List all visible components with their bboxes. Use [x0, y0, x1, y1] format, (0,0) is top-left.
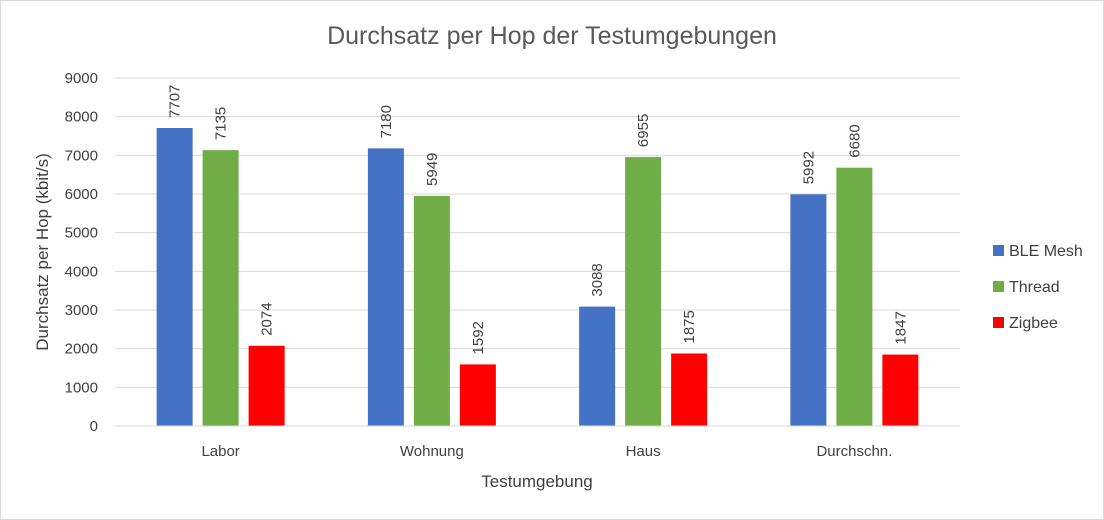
data-label: 5949 [424, 153, 441, 186]
data-label: 2074 [259, 302, 276, 335]
legend-label: BLE Mesh [1009, 243, 1083, 260]
chart-title: Durchsatz per Hop der Testumgebungen [327, 22, 777, 50]
y-tick-label: 6000 [65, 186, 98, 203]
bar [248, 345, 285, 426]
bar [671, 353, 708, 426]
x-axis-ticks: Labor Wohnung Haus Durchschn. [201, 443, 892, 460]
data-label: 1875 [681, 310, 698, 343]
legend-swatch [993, 317, 1004, 328]
bar [882, 354, 919, 426]
y-tick-label: 3000 [65, 302, 98, 319]
data-label: 7707 [167, 85, 184, 118]
y-axis-label: Durchsatz per Hop (kbit/s) [33, 153, 52, 350]
bar [459, 364, 496, 426]
bar [579, 306, 616, 426]
bar [625, 157, 662, 426]
bar [156, 127, 193, 426]
y-tick-label: 1000 [65, 379, 98, 396]
legend-swatch [993, 245, 1004, 256]
x-tick-label: Labor [201, 443, 239, 460]
data-label: 1592 [470, 321, 487, 354]
y-axis-ticks: 0 1000 2000 3000 4000 5000 6000 7000 8000 9000 [65, 70, 98, 435]
y-tick-label: 4000 [65, 263, 98, 280]
x-tick-label: Wohnung [400, 443, 464, 460]
y-tick-label: 2000 [65, 341, 98, 358]
bars [156, 127, 919, 426]
x-tick-label: Durchschn. [816, 443, 892, 460]
x-axis-label: Testumgebung [481, 472, 593, 491]
y-tick-label: 7000 [65, 147, 98, 164]
bar [836, 167, 873, 426]
y-tick-label: 5000 [65, 225, 98, 242]
data-label: 1847 [892, 311, 909, 344]
data-label: 3088 [589, 263, 606, 296]
y-tick-label: 9000 [65, 70, 98, 87]
data-label: 5992 [800, 151, 817, 184]
legend: BLE Mesh Thread Zigbee [993, 243, 1083, 332]
data-label: 6680 [846, 124, 863, 157]
y-tick-label: 0 [90, 418, 98, 435]
bar [367, 148, 404, 426]
gridlines [115, 77, 960, 388]
bar [202, 150, 239, 426]
data-label: 7180 [378, 105, 395, 138]
x-tick-label: Haus [626, 443, 661, 460]
data-labels: 7707 7135 2074 7180 5949 1592 3088 6955 1875 5992… [167, 85, 910, 355]
legend-label: Zigbee [1009, 315, 1058, 332]
bar [790, 194, 827, 426]
data-label: 6955 [635, 114, 652, 147]
legend-label: Thread [1009, 279, 1060, 296]
y-tick-label: 8000 [65, 109, 98, 126]
legend-swatch [993, 281, 1004, 292]
data-label: 7135 [213, 107, 230, 140]
bar [413, 195, 450, 426]
